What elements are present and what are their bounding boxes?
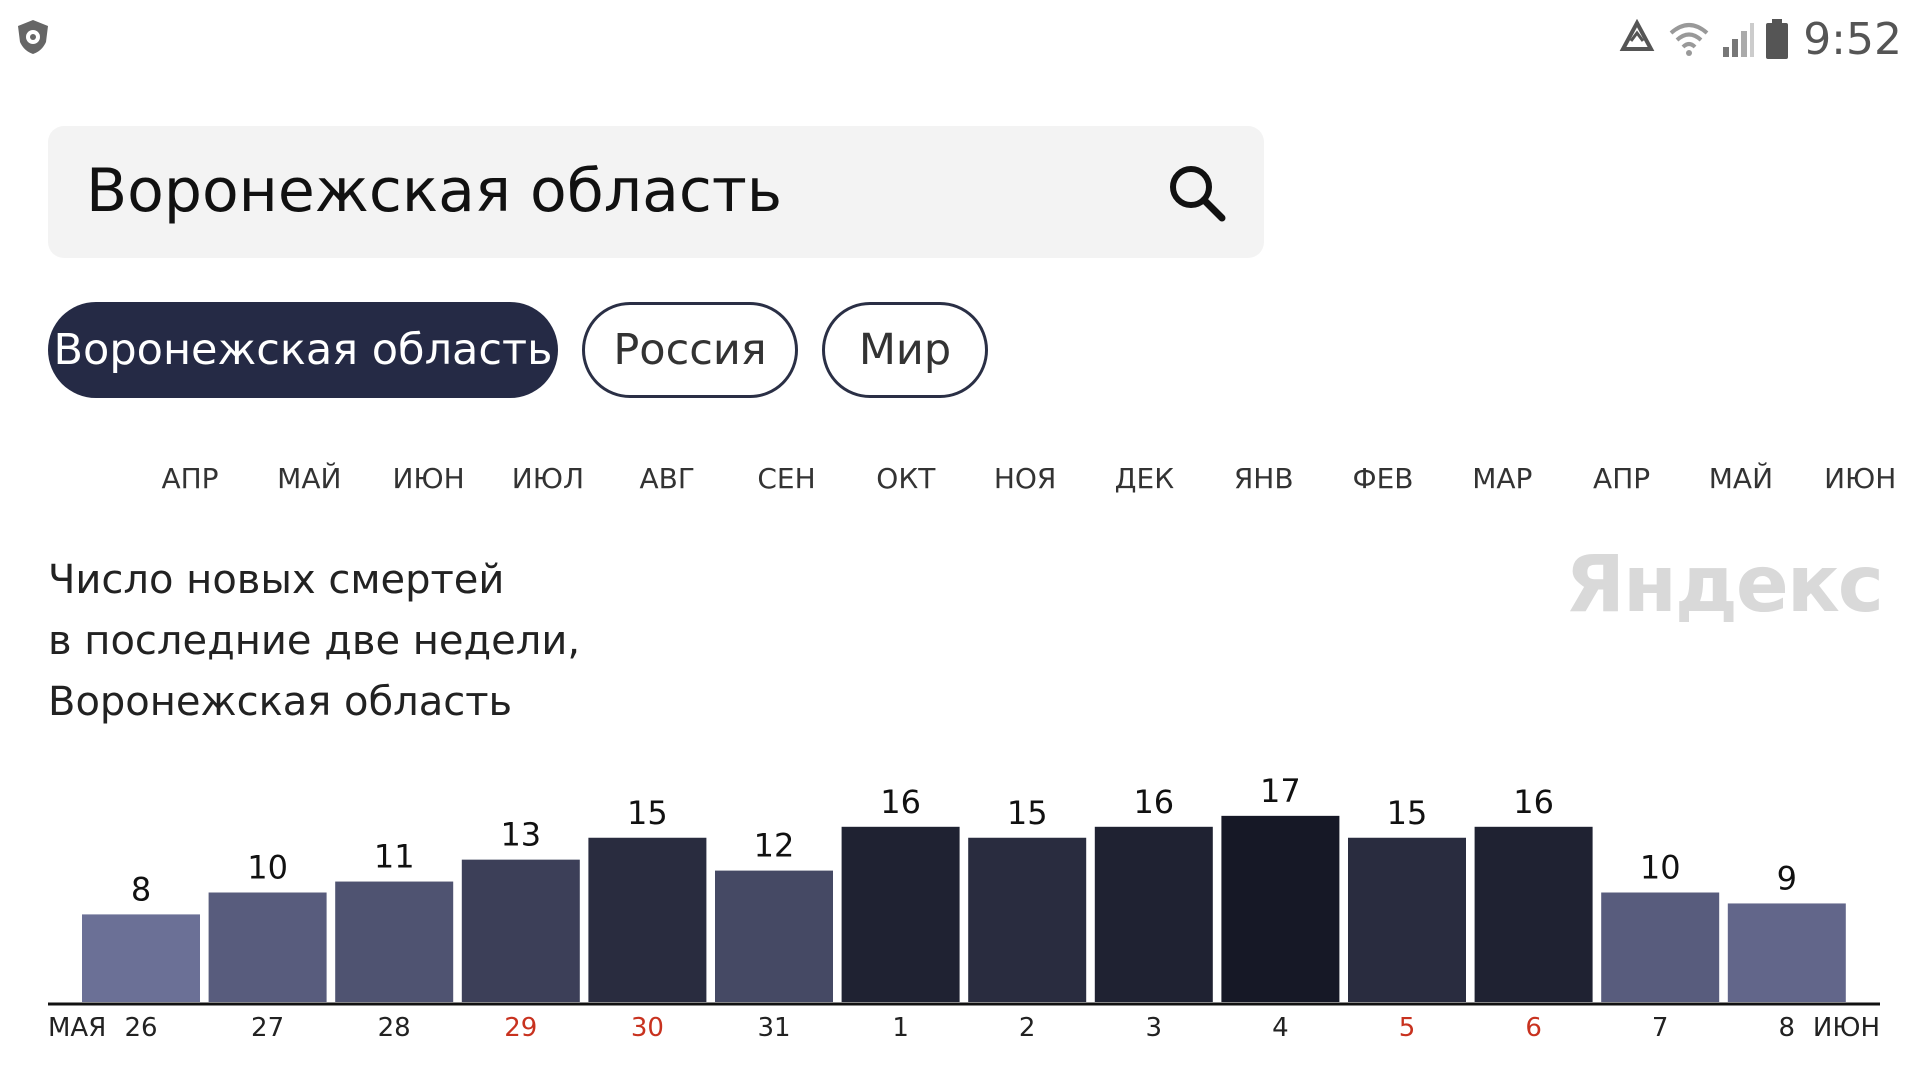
bar-value-label: 16 bbox=[880, 783, 921, 821]
bar-value-label: 10 bbox=[1640, 849, 1681, 887]
month-marker-start: МАЯ bbox=[48, 1013, 106, 1043]
bar bbox=[588, 837, 707, 1002]
chart-title: Число новых смертей в последние две неде… bbox=[48, 550, 580, 733]
bar bbox=[715, 870, 833, 1002]
bar-value-label: 16 bbox=[1133, 783, 1174, 821]
recycle-icon bbox=[1617, 19, 1657, 59]
bar-value-label: 8 bbox=[131, 870, 151, 908]
month-label[interactable]: НОЯ bbox=[993, 462, 1057, 495]
bar bbox=[1094, 826, 1213, 1002]
battery-icon bbox=[1765, 18, 1789, 60]
month-timeline[interactable]: АПР МАЙ ИЮН ИЮЛ АВГ СЕН ОКТ НОЯ ДЕК ЯНВ ФЕВ МАР АПР М… bbox=[0, 462, 1920, 502]
bar-value-label: 17 bbox=[1260, 772, 1301, 810]
bar-value-label: 15 bbox=[1387, 794, 1428, 832]
bar bbox=[1727, 903, 1846, 1002]
month-label[interactable]: АПР bbox=[161, 462, 219, 495]
x-tick-label: 1 bbox=[892, 1013, 909, 1043]
x-tick-label: 27 bbox=[251, 1013, 284, 1043]
chart-title-line-2: в последние две недели, bbox=[48, 618, 581, 664]
shield-app-icon bbox=[14, 18, 52, 56]
month-label[interactable]: ИЮН bbox=[392, 462, 465, 495]
signal-icon bbox=[1721, 19, 1755, 59]
bar bbox=[208, 892, 327, 1002]
x-tick-label: 28 bbox=[378, 1013, 411, 1043]
x-tick-label: 3 bbox=[1146, 1013, 1163, 1043]
bar-value-label: 15 bbox=[1007, 794, 1048, 832]
bar-value-label: 13 bbox=[500, 816, 541, 854]
bar bbox=[968, 837, 1087, 1002]
bar bbox=[461, 859, 580, 1002]
bar-value-label: 10 bbox=[247, 849, 288, 887]
bar-value-label: 12 bbox=[754, 827, 795, 865]
search-box[interactable]: Воронежская область bbox=[48, 126, 1264, 258]
month-label[interactable]: АПР bbox=[1593, 462, 1651, 495]
month-label[interactable]: ФЕВ bbox=[1352, 462, 1414, 495]
yandex-watermark: Яндекс bbox=[1564, 540, 1884, 630]
bar-chart: 8 26 10 27 11 28 13 29 15 30 12 31 16 1 15 2 16 3 17 4 15 5 16… bbox=[48, 772, 1880, 1043]
month-label[interactable]: СЕН bbox=[757, 462, 816, 495]
bar bbox=[1601, 892, 1720, 1002]
bar bbox=[841, 826, 960, 1002]
status-bar: 9:52 bbox=[1617, 13, 1902, 65]
x-tick-label: 26 bbox=[124, 1013, 157, 1043]
x-tick-label: 29 bbox=[504, 1013, 537, 1043]
month-label[interactable]: ЯНВ bbox=[1233, 462, 1294, 495]
x-tick-label: 30 bbox=[631, 1013, 664, 1043]
bar-value-label: 16 bbox=[1513, 783, 1554, 821]
x-tick-label: 8 bbox=[1779, 1013, 1796, 1043]
month-label[interactable]: ОКТ bbox=[876, 462, 936, 495]
x-tick-label: 7 bbox=[1652, 1013, 1669, 1043]
bar bbox=[1474, 826, 1593, 1002]
month-label[interactable]: АВГ bbox=[639, 462, 695, 495]
search-button[interactable] bbox=[1164, 160, 1228, 224]
x-tick-label: 5 bbox=[1399, 1013, 1416, 1043]
wifi-icon bbox=[1667, 19, 1711, 59]
month-label[interactable]: МАР bbox=[1472, 462, 1533, 495]
tab-voronezh-region[interactable]: Воронежская область bbox=[48, 302, 558, 398]
bar-value-label: 11 bbox=[374, 838, 415, 876]
month-marker-end: ИЮН bbox=[1813, 1013, 1880, 1043]
x-tick-label: 4 bbox=[1272, 1013, 1289, 1043]
search-input[interactable]: Воронежская область bbox=[86, 156, 783, 226]
bar bbox=[1348, 837, 1466, 1002]
chart-title-line-1: Число новых смертей bbox=[48, 557, 505, 603]
x-tick-label: 31 bbox=[757, 1013, 790, 1043]
status-clock: 9:52 bbox=[1803, 13, 1902, 65]
bar-value-label: 9 bbox=[1777, 859, 1797, 897]
x-tick-label: 6 bbox=[1525, 1013, 1542, 1043]
month-label[interactable]: ИЮН bbox=[1824, 462, 1897, 495]
tab-russia[interactable]: Россия bbox=[582, 302, 798, 398]
bar-value-label: 15 bbox=[627, 794, 668, 832]
search-icon bbox=[1170, 166, 1226, 222]
month-label[interactable]: МАЙ bbox=[1708, 462, 1774, 495]
bar bbox=[1221, 815, 1340, 1002]
month-label[interactable]: ДЕК bbox=[1114, 462, 1175, 495]
x-tick-label: 2 bbox=[1019, 1013, 1036, 1043]
bar bbox=[82, 914, 200, 1002]
month-label[interactable]: МАЙ bbox=[277, 462, 342, 495]
tab-world[interactable]: Мир bbox=[822, 302, 988, 398]
month-label[interactable]: ИЮЛ bbox=[511, 462, 585, 495]
chart-title-line-3: Воронежская область bbox=[48, 679, 513, 725]
bar bbox=[335, 881, 454, 1002]
